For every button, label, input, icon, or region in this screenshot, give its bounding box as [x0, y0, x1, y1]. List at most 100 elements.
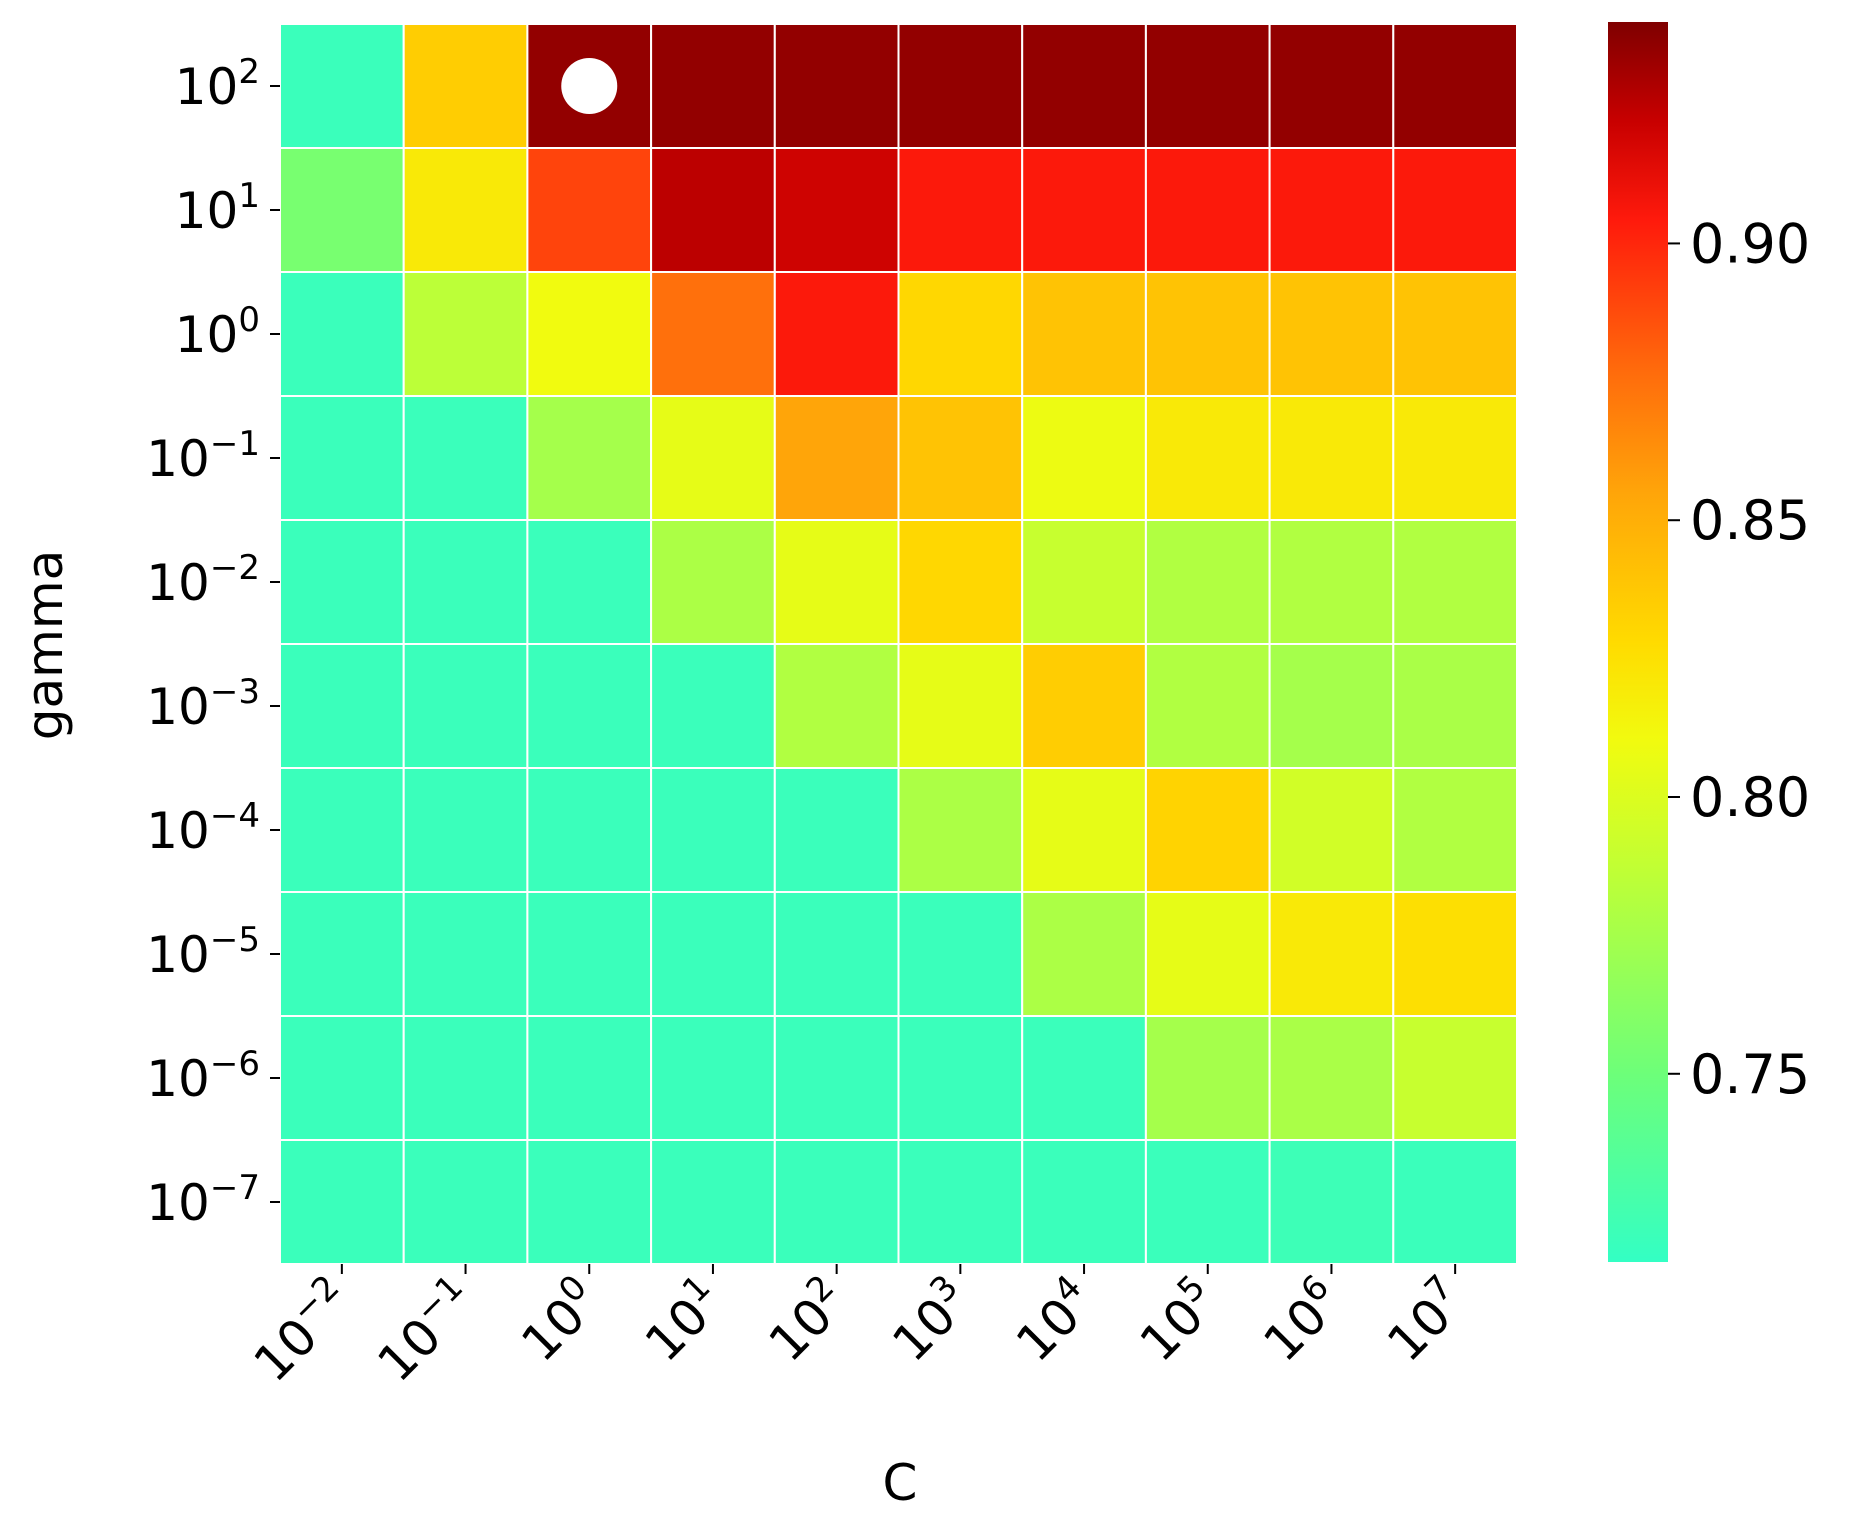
- best-score-marker: [561, 58, 618, 114]
- colorbar-ticks: 0.75 0.80 0.85 0.90: [1668, 212, 1810, 1106]
- heatmap-cell: [526, 519, 653, 645]
- heatmap-cell: [1392, 271, 1519, 397]
- heatmap-cell: [897, 23, 1024, 149]
- x-tick-label: 107: [1372, 1267, 1478, 1373]
- heatmap-cell: [773, 519, 900, 645]
- heatmap-cell: [1392, 23, 1519, 149]
- heatmap-cell: [402, 891, 529, 1017]
- heatmap-cell: [897, 519, 1024, 645]
- heatmap-cell: [650, 643, 776, 769]
- heatmap-cell: [279, 271, 405, 397]
- heatmap-cell: [402, 1139, 529, 1265]
- y-axis-label: gamma: [16, 550, 74, 740]
- heatmap-cell: [773, 23, 900, 149]
- heatmap-cell: [773, 147, 900, 273]
- heatmap-cell: [1144, 643, 1271, 769]
- heatmap-cell: [1268, 519, 1395, 645]
- heatmap-cell: [650, 519, 776, 645]
- heatmap-cell: [1392, 519, 1519, 645]
- x-tick-label: 103: [877, 1267, 983, 1373]
- y-tick-label: 10−4: [146, 796, 260, 860]
- heatmap-cell: [773, 1139, 900, 1265]
- y-tick-label: 100: [175, 300, 260, 364]
- heatmap-cell: [1392, 395, 1519, 521]
- heatmap-cell: [526, 1015, 653, 1141]
- x-axis-ticks: 10−210−1 100 101 102 103 104 105 106 107: [239, 1264, 1478, 1393]
- heatmap-cell: [1144, 395, 1271, 521]
- heatmap-cell: [1392, 147, 1519, 273]
- heatmap-cell: [1021, 643, 1147, 769]
- heatmap-cell: [1144, 23, 1271, 149]
- heatmap-cell: [1021, 147, 1147, 273]
- heatmap-cell: [1268, 1015, 1395, 1141]
- heatmap-cell: [402, 767, 529, 893]
- heatmap-cell: [650, 1139, 776, 1265]
- x-tick-label: 10−1: [362, 1267, 488, 1393]
- heatmap-cell: [1144, 767, 1271, 893]
- x-tick-label: 104: [1001, 1267, 1107, 1373]
- heatmap-cell: [1021, 767, 1147, 893]
- y-tick-label: 10−5: [146, 920, 260, 984]
- y-tick-label: 10−2: [146, 548, 260, 612]
- heatmap-cell: [402, 271, 529, 397]
- heatmap-cell: [1268, 767, 1395, 893]
- heatmap-cell: [402, 643, 529, 769]
- heatmap-cell: [1021, 1015, 1147, 1141]
- heatmap-cell: [402, 395, 529, 521]
- heatmap-cell: [897, 891, 1024, 1017]
- marker-layer: [561, 58, 618, 114]
- heatmap-cell: [897, 1139, 1024, 1265]
- heatmap-cell: [897, 271, 1024, 397]
- heatmap-cell: [526, 147, 653, 273]
- heatmap-cell: [897, 767, 1024, 893]
- heatmap-cell: [650, 891, 776, 1017]
- heatmap-cell: [526, 767, 653, 893]
- heatmap-cell: [526, 395, 653, 521]
- x-axis-label: C: [883, 1454, 918, 1512]
- heatmap-cell: [650, 271, 776, 397]
- heatmap-cell: [526, 891, 653, 1017]
- heatmap-cell: [526, 643, 653, 769]
- heatmap-cell: [650, 767, 776, 893]
- heatmap-cell: [1021, 395, 1147, 521]
- heatmap-cells: [279, 23, 1519, 1265]
- heatmap-cell: [526, 1139, 653, 1265]
- colorbar-tick-label: 0.85: [1690, 489, 1810, 552]
- y-tick-label: 10−6: [146, 1044, 260, 1108]
- heatmap-cell: [773, 1015, 900, 1141]
- heatmap-cell: [279, 891, 405, 1017]
- heatmap-cell: [1392, 643, 1519, 769]
- heatmap-cell: [773, 271, 900, 397]
- heatmap-cell: [1392, 1015, 1519, 1141]
- heatmap-cell: [773, 643, 900, 769]
- heatmap-cell: [773, 891, 900, 1017]
- heatmap-cell: [1268, 891, 1395, 1017]
- y-tick-label: 10−1: [146, 424, 260, 488]
- heatmap-cell: [897, 395, 1024, 521]
- heatmap-cell: [1392, 767, 1519, 893]
- heatmap-cell: [773, 767, 900, 893]
- heatmap-cell: [279, 395, 405, 521]
- heatmap-cell: [402, 519, 529, 645]
- heatmap-cell: [279, 519, 405, 645]
- colorbar-gradient: [1608, 22, 1668, 1262]
- heatmap-cell: [279, 767, 405, 893]
- heatmap-cell: [1268, 147, 1395, 273]
- heatmap-cell: [279, 643, 405, 769]
- y-tick-label: 10−3: [146, 672, 260, 736]
- heatmap-cell: [897, 1015, 1024, 1141]
- heatmap-cell: [650, 23, 776, 149]
- x-tick-label: 105: [1125, 1267, 1231, 1373]
- heatmap-cell: [1144, 519, 1271, 645]
- heatmap-cell: [1268, 643, 1395, 769]
- heatmap-cell: [773, 395, 900, 521]
- heatmap-cell: [1144, 1139, 1271, 1265]
- heatmap-cell: [279, 1139, 405, 1265]
- x-tick-label: 102: [754, 1267, 860, 1373]
- x-tick-label: 101: [630, 1267, 736, 1373]
- y-tick-label: 10−7: [146, 1168, 260, 1232]
- y-tick-label: 102: [175, 52, 260, 116]
- heatmap-cell: [1268, 271, 1395, 397]
- x-tick-label: 10−2: [239, 1267, 365, 1393]
